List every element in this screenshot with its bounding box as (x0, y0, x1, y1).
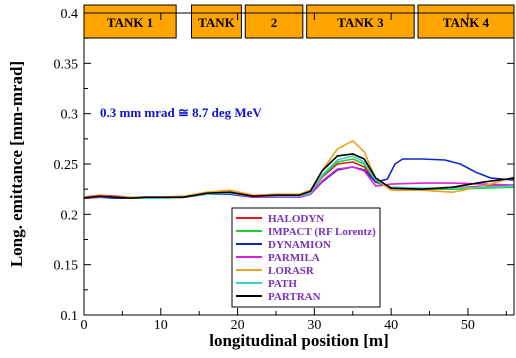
y-tick-label: 0.4 (61, 7, 79, 22)
tank-box-3 (306, 4, 415, 39)
y-tick-label: 0.15 (54, 259, 79, 274)
tank-label-1: TANK (198, 15, 235, 30)
legend-label-1: IMPACT (RF Lorentz) (268, 226, 376, 238)
legend-label-0: HALODYN (268, 213, 324, 225)
x-tick-label: 30 (307, 318, 321, 333)
x-tick-label: 40 (384, 318, 398, 333)
tank-box-2 (244, 4, 304, 39)
tank-box-0 (83, 4, 177, 39)
tank-label-3: TANK 3 (337, 15, 384, 30)
tank-label-4: TANK 4 (443, 15, 490, 30)
y-tick-label: 0.1 (61, 309, 79, 324)
tank-box-4 (417, 4, 515, 39)
y-tick-label: 0.3 (61, 108, 79, 123)
tank-label-0: TANK 1 (107, 15, 153, 30)
conversion-annotation: 0.3 mm mrad ≅ 8.7 deg MeV (100, 105, 262, 120)
y-axis-title: Long. emittance [mm-mrad] (7, 61, 26, 267)
tank-box-1 (191, 4, 242, 39)
x-axis-title: longitudinal position [m] (209, 331, 389, 350)
legend-label-6: PARTRAN (268, 291, 321, 303)
x-tick-label: 20 (231, 318, 245, 333)
legend-label-4: LORASR (268, 265, 315, 277)
y-tick-label: 0.2 (61, 208, 79, 223)
series-lines (83, 140, 515, 199)
x-tick-label: 10 (154, 318, 168, 333)
legend-label-2: DYNAMION (268, 239, 331, 251)
legend-label-5: PATH (268, 278, 297, 290)
y-tick-label: 0.35 (54, 57, 79, 72)
y-tick-label: 0.25 (54, 158, 79, 173)
tank-label-2: 2 (271, 15, 278, 30)
tank-markers: TANK 1 TANK 2 TANK 3 TANK 4 (83, 4, 515, 39)
x-tick-label: 50 (461, 318, 475, 333)
legend-label-3: PARMILA (268, 252, 320, 264)
series-line-6 (83, 153, 515, 199)
x-tick-label: 0 (81, 318, 88, 333)
axis-ticks: 0 10 20 30 40 50 0.1 0.15 0.2 0.25 0.3 0.35 0.4 (54, 7, 514, 333)
